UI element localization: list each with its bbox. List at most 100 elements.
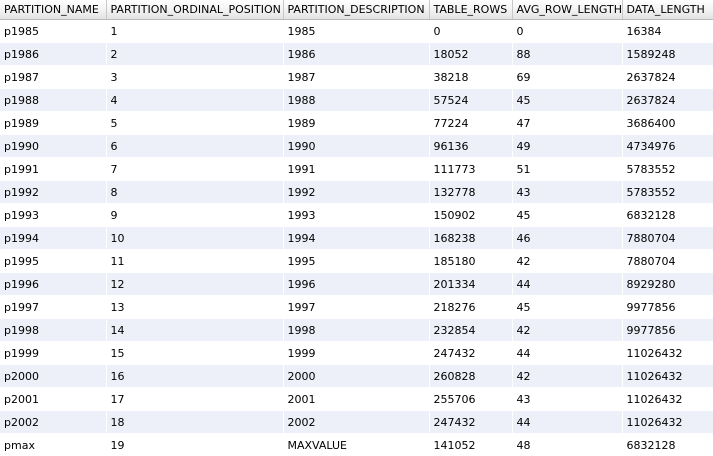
- table-rows-cell[interactable]: 201334: [429, 272, 513, 296]
- table-rows-cell[interactable]: 232854: [429, 318, 513, 342]
- ordinal-position-cell[interactable]: 2: [106, 42, 284, 66]
- ordinal-position-cell[interactable]: 4: [106, 88, 284, 112]
- ordinal-position-cell[interactable]: 14: [106, 318, 284, 342]
- data-length-cell[interactable]: 5783552: [622, 180, 713, 204]
- table-row[interactable]: p1985 1 1985 0 0 16384: [0, 19, 713, 43]
- avg-row-length-cell[interactable]: 49: [512, 134, 623, 158]
- partition-name-cell[interactable]: p1995: [0, 249, 107, 273]
- avg-row-length-cell[interactable]: 69: [512, 65, 623, 89]
- partition-description-cell[interactable]: 1989: [283, 111, 430, 135]
- table-row[interactable]: p2001 17 2001 255706 43 11026432: [0, 387, 713, 411]
- ordinal-position-cell[interactable]: 15: [106, 341, 284, 365]
- partition-name-cell[interactable]: p1990: [0, 134, 107, 158]
- table-rows-cell[interactable]: 185180: [429, 249, 513, 273]
- table-row[interactable]: p1992 8 1992 132778 43 5783552: [0, 180, 713, 204]
- column-header-data-length[interactable]: DATA_LENGTH: [622, 0, 713, 20]
- avg-row-length-cell[interactable]: 43: [512, 180, 623, 204]
- data-length-cell[interactable]: 3686400: [622, 111, 713, 135]
- table-row[interactable]: p1997 13 1997 218276 45 9977856: [0, 295, 713, 319]
- table-row[interactable]: p1986 2 1986 18052 88 1589248: [0, 42, 713, 66]
- ordinal-position-cell[interactable]: 6: [106, 134, 284, 158]
- data-length-cell[interactable]: 11026432: [622, 387, 713, 411]
- partition-description-cell[interactable]: 1990: [283, 134, 430, 158]
- partition-name-cell[interactable]: p2002: [0, 410, 107, 434]
- data-length-cell[interactable]: 11026432: [622, 410, 713, 434]
- ordinal-position-cell[interactable]: 19: [106, 433, 284, 456]
- avg-row-length-cell[interactable]: 42: [512, 249, 623, 273]
- partition-description-cell[interactable]: 1995: [283, 249, 430, 273]
- partition-name-cell[interactable]: pmax: [0, 433, 107, 456]
- avg-row-length-cell[interactable]: 43: [512, 387, 623, 411]
- partition-description-cell[interactable]: 1988: [283, 88, 430, 112]
- partition-name-cell[interactable]: p1993: [0, 203, 107, 227]
- partition-description-cell[interactable]: 1985: [283, 19, 430, 43]
- avg-row-length-cell[interactable]: 51: [512, 157, 623, 181]
- avg-row-length-cell[interactable]: 42: [512, 364, 623, 388]
- table-rows-cell[interactable]: 38218: [429, 65, 513, 89]
- partition-name-cell[interactable]: p1985: [0, 19, 107, 43]
- avg-row-length-cell[interactable]: 45: [512, 88, 623, 112]
- partition-description-cell[interactable]: 1992: [283, 180, 430, 204]
- avg-row-length-cell[interactable]: 46: [512, 226, 623, 250]
- ordinal-position-cell[interactable]: 11: [106, 249, 284, 273]
- avg-row-length-cell[interactable]: 88: [512, 42, 623, 66]
- ordinal-position-cell[interactable]: 18: [106, 410, 284, 434]
- avg-row-length-cell[interactable]: 48: [512, 433, 623, 456]
- partition-description-cell[interactable]: 1991: [283, 157, 430, 181]
- avg-row-length-cell[interactable]: 44: [512, 272, 623, 296]
- data-length-cell[interactable]: 2637824: [622, 65, 713, 89]
- partition-description-cell[interactable]: 2001: [283, 387, 430, 411]
- partition-description-cell[interactable]: 1987: [283, 65, 430, 89]
- table-rows-cell[interactable]: 0: [429, 19, 513, 43]
- table-rows-cell[interactable]: 111773: [429, 157, 513, 181]
- avg-row-length-cell[interactable]: 0: [512, 19, 623, 43]
- column-header-avg-row-length[interactable]: AVG_ROW_LENGTH: [512, 0, 623, 20]
- partition-description-cell[interactable]: 1994: [283, 226, 430, 250]
- partition-name-cell[interactable]: p1987: [0, 65, 107, 89]
- table-rows-cell[interactable]: 255706: [429, 387, 513, 411]
- table-row[interactable]: p1999 15 1999 247432 44 11026432: [0, 341, 713, 365]
- partition-name-cell[interactable]: p1992: [0, 180, 107, 204]
- ordinal-position-cell[interactable]: 9: [106, 203, 284, 227]
- avg-row-length-cell[interactable]: 47: [512, 111, 623, 135]
- ordinal-position-cell[interactable]: 3: [106, 65, 284, 89]
- table-rows-cell[interactable]: 218276: [429, 295, 513, 319]
- partition-name-cell[interactable]: p2001: [0, 387, 107, 411]
- table-row[interactable]: p1993 9 1993 150902 45 6832128: [0, 203, 713, 227]
- partition-description-cell[interactable]: 2002: [283, 410, 430, 434]
- partition-name-cell[interactable]: p1991: [0, 157, 107, 181]
- partition-description-cell[interactable]: 1996: [283, 272, 430, 296]
- table-rows-cell[interactable]: 57524: [429, 88, 513, 112]
- partition-name-cell[interactable]: p1997: [0, 295, 107, 319]
- partition-name-cell[interactable]: p1986: [0, 42, 107, 66]
- table-row[interactable]: p1991 7 1991 111773 51 5783552: [0, 157, 713, 181]
- table-rows-cell[interactable]: 150902: [429, 203, 513, 227]
- partition-name-cell[interactable]: p2000: [0, 364, 107, 388]
- data-length-cell[interactable]: 7880704: [622, 226, 713, 250]
- data-length-cell[interactable]: 9977856: [622, 295, 713, 319]
- table-rows-cell[interactable]: 247432: [429, 341, 513, 365]
- ordinal-position-cell[interactable]: 13: [106, 295, 284, 319]
- table-row[interactable]: p1989 5 1989 77224 47 3686400: [0, 111, 713, 135]
- table-rows-cell[interactable]: 141052: [429, 433, 513, 456]
- ordinal-position-cell[interactable]: 16: [106, 364, 284, 388]
- partition-description-cell[interactable]: MAXVALUE: [283, 433, 430, 456]
- partition-description-cell[interactable]: 1998: [283, 318, 430, 342]
- avg-row-length-cell[interactable]: 44: [512, 410, 623, 434]
- avg-row-length-cell[interactable]: 42: [512, 318, 623, 342]
- table-row[interactable]: p1995 11 1995 185180 42 7880704: [0, 249, 713, 273]
- avg-row-length-cell[interactable]: 45: [512, 203, 623, 227]
- table-rows-cell[interactable]: 96136: [429, 134, 513, 158]
- table-row[interactable]: p1988 4 1988 57524 45 2637824: [0, 88, 713, 112]
- table-row[interactable]: p1996 12 1996 201334 44 8929280: [0, 272, 713, 296]
- partition-name-cell[interactable]: p1988: [0, 88, 107, 112]
- data-length-cell[interactable]: 8929280: [622, 272, 713, 296]
- partition-description-cell[interactable]: 1999: [283, 341, 430, 365]
- data-length-cell[interactable]: 5783552: [622, 157, 713, 181]
- table-rows-cell[interactable]: 168238: [429, 226, 513, 250]
- avg-row-length-cell[interactable]: 44: [512, 341, 623, 365]
- data-length-cell[interactable]: 16384: [622, 19, 713, 43]
- partition-name-cell[interactable]: p1998: [0, 318, 107, 342]
- table-row[interactable]: p1994 10 1994 168238 46 7880704: [0, 226, 713, 250]
- partition-name-cell[interactable]: p1996: [0, 272, 107, 296]
